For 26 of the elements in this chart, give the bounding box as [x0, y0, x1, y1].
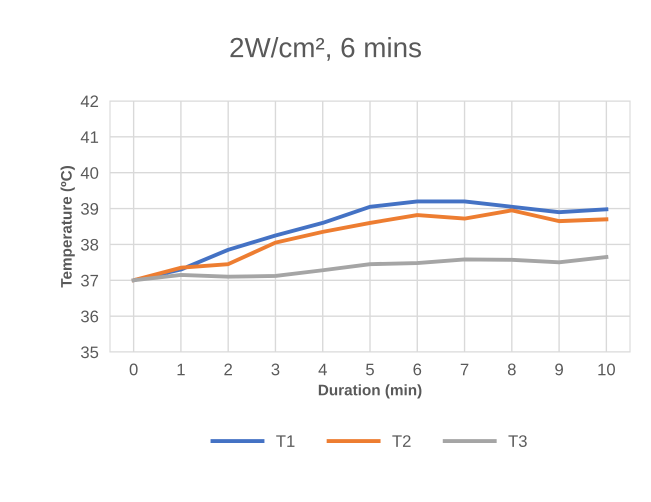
legend-label: T3: [508, 435, 527, 448]
x-tick-label: 4: [318, 364, 327, 376]
line-series: [132, 255, 608, 282]
x-tick-label: 5: [366, 364, 374, 376]
x-tick-label: 1: [178, 364, 185, 376]
y-axis-title: Temperature (ºC): [60, 166, 75, 288]
x-tick-label: 10: [598, 364, 615, 376]
legend-label: T1: [276, 435, 294, 447]
y-tick-label: 42: [80, 95, 98, 108]
y-tick-label: 38: [80, 238, 98, 251]
x-tick-label: 9: [555, 364, 563, 376]
x-axis-title: Duration (min): [318, 384, 422, 398]
x-tick-label: 3: [271, 364, 280, 376]
y-tick-label: 37: [80, 274, 98, 286]
y-tick-label: 35: [80, 346, 98, 358]
x-tick-label: 8: [508, 364, 516, 376]
x-tick-label: 7: [460, 364, 468, 376]
x-tick-label: 0: [130, 364, 138, 376]
x-tick-label: 6: [413, 364, 422, 376]
x-tick-label: 2: [224, 364, 232, 376]
chart-title: 2W/cm², 6 mins: [230, 37, 421, 61]
y-tick-label: 36: [80, 310, 98, 322]
y-tick-label: 40: [80, 167, 98, 179]
y-tick-label: 41: [80, 131, 98, 143]
y-tick-label: 39: [80, 202, 98, 215]
legend-label: T2: [392, 435, 411, 447]
